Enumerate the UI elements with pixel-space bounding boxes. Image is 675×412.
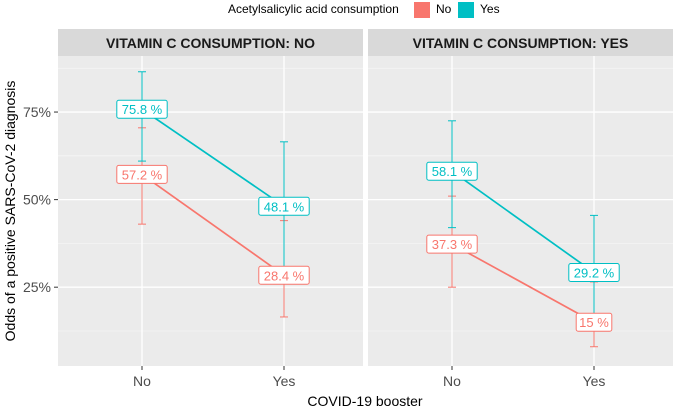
strip-title-right: VITAMIN C CONSUMPTION: YES	[413, 35, 629, 51]
series-line-yes	[141, 108, 285, 207]
legend-label-no: No	[436, 2, 452, 16]
y-tick-label: 25%	[23, 279, 51, 295]
value-label-no: 37.3 %	[432, 237, 473, 252]
value-label-box-yes	[426, 161, 478, 181]
legend-title: Acetylsalicylic acid consumption	[228, 2, 399, 16]
x-tick-label: No	[443, 373, 461, 389]
panel-right-background	[368, 56, 673, 366]
value-label-box-no	[426, 234, 478, 254]
axes: No Yes No Yes 25% 50% 75%	[23, 104, 605, 389]
y-axis-title: Odds of a positive SARS-CoV-2 diagnosis	[2, 81, 18, 342]
value-label-no: 28.4 %	[264, 268, 305, 283]
series-line-no	[141, 173, 285, 276]
series-line-no	[451, 243, 595, 323]
value-label-box-yes	[258, 196, 310, 216]
strip-panel-left	[58, 29, 363, 56]
legend-swatch-no	[414, 2, 430, 18]
value-label-box-no	[258, 265, 310, 285]
value-label-yes: 29.2 %	[574, 265, 615, 280]
value-label-yes: 48.1 %	[264, 199, 305, 214]
data-marks: 57.2 % 28.4 % 75.8 % 48.1 % 37.3 % 15 % 58.1 %…	[116, 71, 620, 348]
value-label-yes: 75.8 %	[122, 102, 163, 117]
value-label-no: 57.2 %	[122, 167, 163, 182]
value-label-box-no	[116, 164, 168, 184]
strip-panel-right	[368, 29, 673, 56]
y-tick-label: 75%	[23, 104, 51, 120]
legend: Acetylsalicylic acid consumption No Yes	[228, 2, 500, 18]
x-tick-label: Yes	[583, 373, 606, 389]
legend-label-yes: Yes	[480, 2, 500, 16]
value-label-yes: 58.1 %	[432, 164, 473, 179]
value-label-no: 15 %	[579, 315, 609, 330]
value-label-box-yes	[568, 262, 620, 282]
x-tick-label: Yes	[273, 373, 296, 389]
value-label-box-yes	[116, 99, 168, 119]
legend-swatch-yes	[458, 2, 474, 18]
value-label-box-no	[575, 312, 613, 332]
y-tick-label: 50%	[23, 192, 51, 208]
x-axis-title: COVID-19 booster	[307, 393, 422, 409]
series-line-yes	[451, 170, 595, 274]
strip-title-left: VITAMIN C CONSUMPTION: NO	[106, 35, 315, 51]
panel-left-background	[58, 56, 363, 366]
x-tick-label: No	[133, 373, 151, 389]
